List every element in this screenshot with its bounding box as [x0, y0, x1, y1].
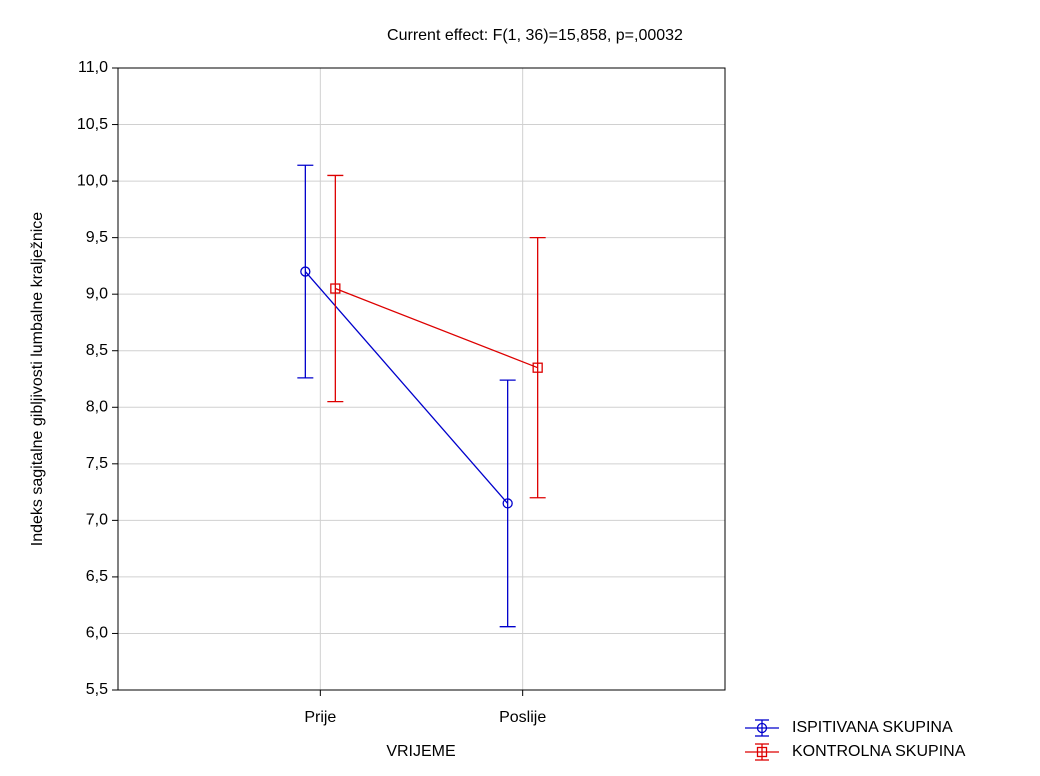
y-tick-label: 8,0 [86, 398, 108, 415]
y-tick-label: 9,5 [86, 229, 108, 246]
marker [502, 498, 513, 509]
legend-item: KONTROLNA SKUPINA [745, 743, 966, 761]
plot-frame [117, 67, 726, 691]
y-axis-label: Indeks sagitalne gibljivosti lumbalne kr… [29, 212, 46, 547]
y-tick-label: 8,5 [86, 342, 108, 359]
x-tick-label: Prije [304, 709, 336, 726]
legend-marker [756, 722, 768, 734]
y-tick-label: 5,5 [86, 681, 108, 698]
x-tick-label: Poslije [499, 709, 546, 726]
y-tick-label: 6,0 [86, 625, 108, 642]
marker [300, 266, 311, 277]
series-line [304, 271, 509, 504]
y-tick-label: 7,0 [86, 512, 108, 529]
series-line [335, 287, 538, 369]
chart-title: Current effect: F(1, 36)=15,858, p=,0003… [387, 27, 683, 44]
y-tick-label: 11,0 [78, 59, 108, 76]
legend-label: ISPITIVANA SKUPINA [792, 719, 953, 736]
y-tick-label: 7,5 [86, 455, 108, 472]
y-tick-label: 10,0 [77, 172, 108, 189]
legend-label: KONTROLNA SKUPINA [792, 743, 966, 760]
legend-marker [756, 746, 768, 758]
error-bar [529, 236, 546, 499]
marker [532, 362, 543, 373]
x-axis-label: VRIJEME [386, 743, 455, 760]
plot-area [118, 68, 725, 690]
legend-item: ISPITIVANA SKUPINA [745, 719, 953, 737]
error-bar [327, 174, 344, 403]
y-tick-label: 10,5 [77, 116, 108, 133]
marker [330, 283, 341, 294]
error-bar [297, 164, 314, 379]
y-tick-label: 6,5 [86, 568, 108, 585]
error-bar [499, 379, 516, 628]
y-tick-label: 9,0 [86, 285, 108, 302]
